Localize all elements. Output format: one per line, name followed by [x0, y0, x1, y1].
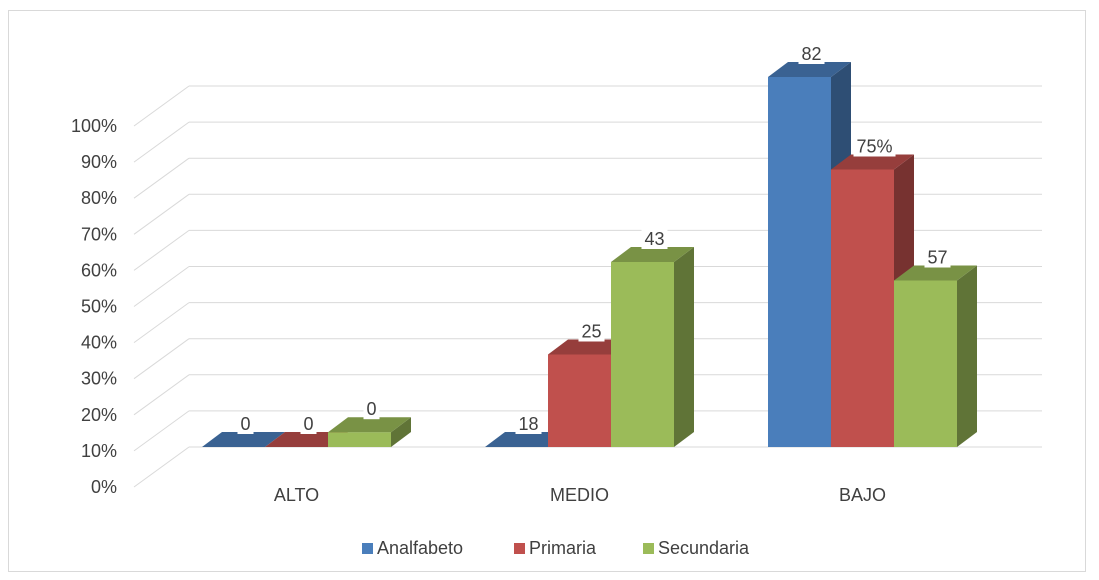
data-label-bg [515, 412, 542, 434]
gridline-side [133, 121, 190, 163]
bars-layer [202, 62, 977, 447]
y-axis-ticks: 0% 10% 20% 30% 40% 50% 60% 70% 80% 90% 100% [71, 116, 117, 497]
legend-label: Primaria [529, 538, 597, 558]
bar [894, 280, 957, 447]
gridline-side [133, 338, 190, 380]
legend-label: Secundaria [658, 538, 750, 558]
y-tick-label: 50% [81, 297, 117, 317]
bar-top [328, 417, 411, 433]
gridline-side [133, 302, 190, 344]
bar-top [611, 247, 694, 262]
legend-label: Analfabeto [377, 538, 463, 558]
bar [548, 354, 611, 447]
y-tick-label: 70% [81, 224, 117, 244]
bar-side [674, 247, 694, 447]
bar-side [957, 265, 977, 447]
data-label-bg [924, 245, 951, 268]
bar-top [202, 432, 285, 447]
data-label-bg [853, 134, 896, 157]
gridline-side [133, 446, 190, 488]
data-label-bg [578, 319, 605, 342]
y-tick-label: 100% [71, 116, 117, 136]
data-label: 0 [240, 414, 250, 434]
data-label-bg [641, 227, 668, 249]
x-category-label: ALTO [274, 485, 319, 505]
y-tick-label: 40% [81, 333, 117, 353]
bar-top [485, 432, 568, 447]
y-tick-label: 10% [81, 441, 117, 461]
bar [831, 169, 894, 447]
gridline-side [133, 410, 190, 452]
gridline-side [133, 157, 190, 199]
legend-swatch [643, 543, 654, 554]
y-tick-label: 0% [91, 477, 117, 497]
data-label: 18 [518, 414, 538, 434]
data-label-bg [300, 412, 317, 434]
data-label: 43 [644, 229, 664, 249]
gridline-side [133, 266, 190, 307]
data-labels-layer: 0 0 0 18 25 43 82 75% 57 [237, 42, 951, 434]
data-label-bg [798, 42, 825, 64]
bar-chart: 0% 10% 20% 30% 40% 50% 60% 70% 80% 90% 100% 0 0 0 18 2… [71, 42, 1042, 558]
data-label: 0 [366, 399, 376, 419]
gridline-side [133, 85, 190, 127]
data-label-bg [237, 412, 254, 434]
bar-top [768, 62, 851, 77]
data-label-bg [363, 397, 380, 420]
bar [611, 262, 674, 447]
bar-side [391, 417, 411, 447]
chart-frame: 0% 10% 20% 30% 40% 50% 60% 70% 80% 90% 100% 0 0 0 18 2… [8, 10, 1086, 572]
x-axis-categories: ALTO MEDIO BAJO [274, 485, 886, 505]
bar-top [265, 432, 348, 447]
gridline-side [133, 374, 190, 416]
legend-swatch [362, 543, 373, 554]
bar-top [831, 154, 914, 170]
y-tick-label: 20% [81, 405, 117, 425]
y-tick-label: 80% [81, 188, 117, 208]
gridline-side [133, 193, 190, 235]
y-tick-label: 30% [81, 369, 117, 389]
x-category-label: MEDIO [550, 485, 609, 505]
legend-swatch [514, 543, 525, 554]
data-label: 25 [581, 322, 601, 342]
data-label: 57 [927, 248, 947, 268]
bar-top [548, 339, 631, 355]
data-label: 82 [801, 44, 821, 64]
gridline-side [133, 229, 190, 271]
y-tick-label: 60% [81, 260, 117, 280]
bar [328, 432, 391, 447]
y-tick-label: 90% [81, 152, 117, 172]
bar [768, 77, 831, 447]
data-label: 75% [856, 137, 892, 157]
data-label: 0 [303, 414, 313, 434]
legend: Analfabeto Primaria Secundaria [362, 538, 750, 558]
bar-top [894, 265, 977, 281]
x-category-label: BAJO [839, 485, 886, 505]
